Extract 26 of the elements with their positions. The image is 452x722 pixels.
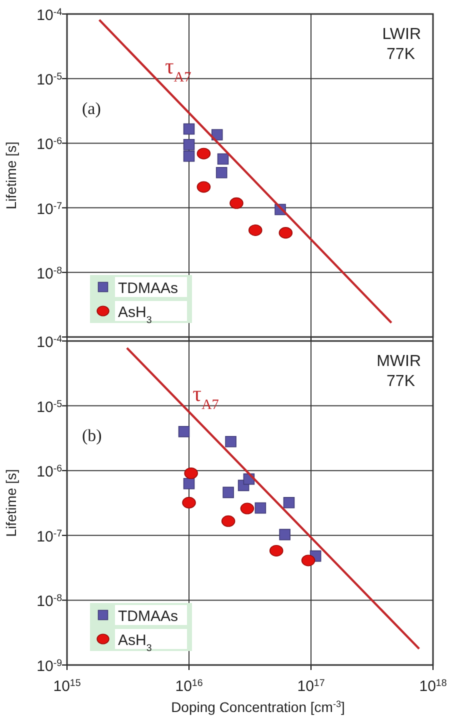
legend-label: TDMAAs	[118, 608, 178, 625]
y-axis-title: Lifetime [s]	[3, 469, 19, 537]
y-axis-title: Lifetime [s]	[3, 142, 19, 210]
annotation: MWIR 77K	[376, 353, 421, 390]
annotation: (a)	[82, 99, 101, 118]
x-tick-label: 10$^{17}$	[297, 678, 325, 695]
y-tick-label: 10$^{-4}$	[36, 6, 63, 24]
y-tick-label: 10$^{-4}$	[36, 334, 63, 351]
x-tick-label: 10$^{15}$	[53, 678, 82, 695]
y-tick-label: 10$^{-6}$	[36, 463, 62, 481]
legend-label: AsH$_{3}$	[118, 632, 152, 654]
y-tick-label: 10$^{-5}$	[36, 71, 63, 89]
y-tick-label: 10$^{-6}$	[36, 136, 62, 154]
y-tick-label: 10$^{-7}$	[36, 528, 62, 546]
y-tick-label: 10$^{-9}$	[36, 658, 62, 675]
legend-label: AsH$_{3}$	[118, 304, 152, 326]
y-tick-label: 10$^{-8}$	[36, 592, 62, 610]
legend-label: TDMAAs	[118, 280, 178, 297]
annotation: (b)	[82, 426, 102, 445]
y-tick-label: 10$^{-7}$	[36, 200, 62, 218]
x-tick-label: 10$^{18}$	[419, 678, 447, 695]
y-tick-label: 10$^{-8}$	[36, 264, 62, 282]
y-tick-label: 10$^{-5}$	[36, 398, 63, 416]
x-tick-label: 10$^{16}$	[175, 678, 203, 695]
x-axis-title: Doping Concentration [cm$^{-3}$]	[171, 699, 345, 715]
annotation: LWIR 77K	[382, 26, 421, 63]
